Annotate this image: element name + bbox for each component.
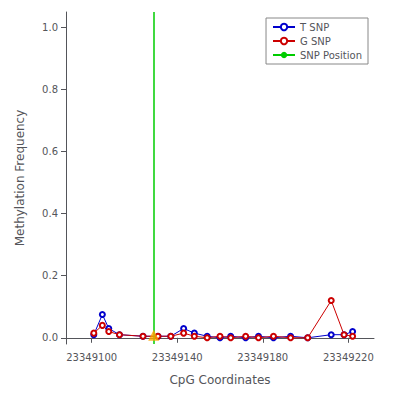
- svg-text:0.6: 0.6: [42, 146, 58, 157]
- svg-text:Methylation Frequency: Methylation Frequency: [13, 110, 27, 247]
- svg-text:23349100: 23349100: [66, 352, 117, 363]
- svg-text:G SNP: G SNP: [300, 36, 331, 47]
- svg-text:23349180: 23349180: [237, 352, 288, 363]
- svg-text:0.2: 0.2: [42, 270, 58, 281]
- svg-text:T SNP: T SNP: [299, 22, 329, 33]
- svg-text:1.0: 1.0: [42, 22, 58, 33]
- svg-text:23349220: 23349220: [323, 352, 374, 363]
- svg-text:0.4: 0.4: [42, 208, 58, 219]
- svg-text:23349140: 23349140: [152, 352, 203, 363]
- svg-text:0.0: 0.0: [42, 332, 58, 343]
- svg-text:CpG Coordinates: CpG Coordinates: [169, 373, 270, 387]
- svg-text:SNP Position: SNP Position: [300, 50, 362, 61]
- svg-text:0.8: 0.8: [42, 84, 58, 95]
